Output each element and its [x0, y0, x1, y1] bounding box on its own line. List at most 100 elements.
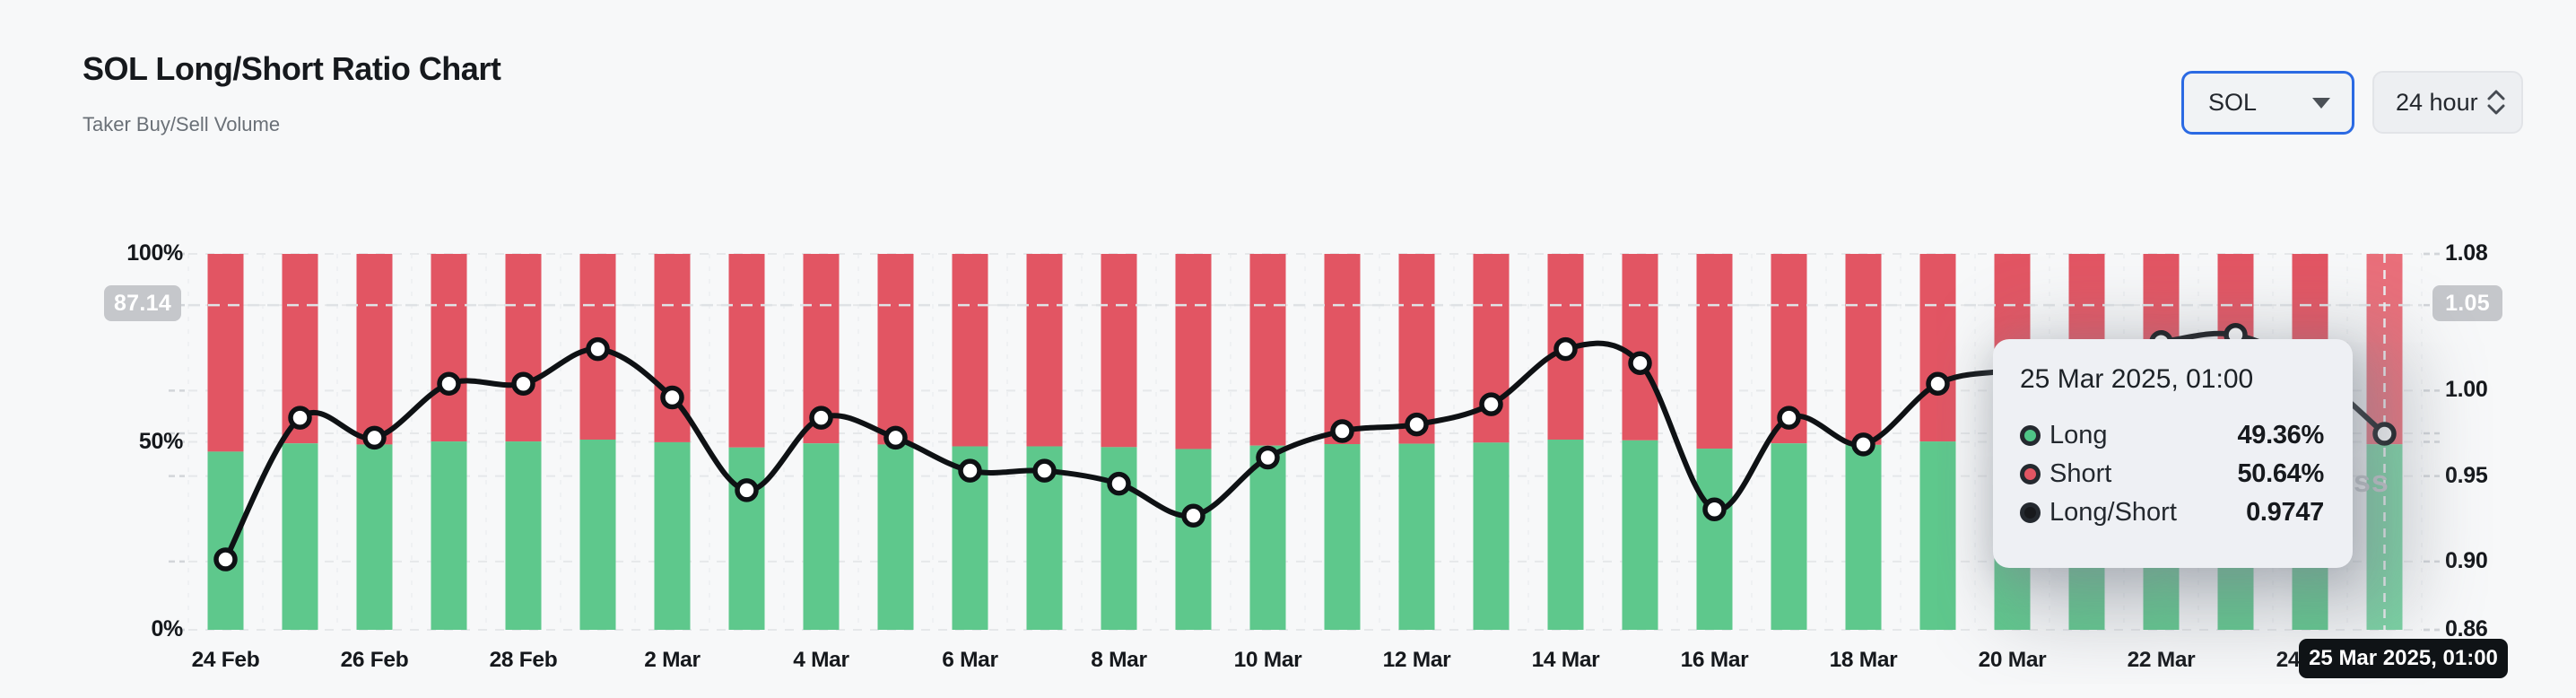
short-bar-segment[interactable]: [877, 254, 914, 445]
tooltip-row-short: Short 50.64%: [2020, 455, 2324, 493]
tooltip-ratio-label: Long/Short: [2049, 498, 2177, 527]
ratio-line-marker[interactable]: [1553, 336, 1578, 362]
short-bar-segment[interactable]: [1175, 254, 1212, 449]
short-bar-segment[interactable]: [728, 254, 765, 448]
long-bar-segment[interactable]: [654, 441, 691, 630]
short-bar-segment[interactable]: [505, 254, 542, 442]
ratio-line-marker[interactable]: [1405, 412, 1429, 437]
long-bar-segment[interactable]: [431, 441, 467, 630]
x-axis-label: 26 Feb: [340, 648, 409, 672]
ratio-line-marker[interactable]: [1256, 445, 1280, 470]
long-bar-segment[interactable]: [1919, 441, 1956, 630]
ratio-line-marker[interactable]: [1628, 351, 1652, 375]
x-axis-label: 2 Mar: [644, 648, 701, 672]
short-bar-segment[interactable]: [356, 254, 393, 445]
ratio-line-marker[interactable]: [1702, 497, 1727, 521]
right-axis-label: 1.00: [2445, 377, 2488, 403]
long-bar-segment[interactable]: [1622, 440, 1658, 630]
x-axis-label: 6 Mar: [942, 648, 998, 672]
x-axis-label: 18 Mar: [1829, 648, 1898, 672]
long-bar-segment[interactable]: [803, 443, 840, 630]
ratio-line-marker[interactable]: [1926, 371, 1950, 396]
x-axis-label: 12 Mar: [1382, 648, 1451, 672]
ratio-line-marker[interactable]: [1032, 458, 1057, 483]
short-bar-segment[interactable]: [207, 254, 244, 452]
ratio-line-marker[interactable]: [288, 406, 312, 430]
tooltip-short-value: 50.64%: [2237, 459, 2324, 488]
crosshair-date-badge: 25 Mar 2025, 01:00: [2299, 639, 2508, 678]
chevron-down-icon: [2312, 97, 2330, 109]
ratio-line-marker[interactable]: [362, 425, 387, 450]
x-axis-label: 16 Mar: [1680, 648, 1749, 672]
ratio-line-marker[interactable]: [1330, 419, 1354, 443]
left-axis-label: 50%: [138, 428, 183, 454]
ratio-line-marker[interactable]: [213, 547, 238, 571]
tooltip-long-label: Long: [2049, 421, 2108, 449]
short-bar-segment[interactable]: [1919, 254, 1956, 442]
tooltip-ratio-value: 0.9747: [2246, 498, 2324, 527]
short-bar-segment[interactable]: [1622, 254, 1658, 441]
ratio-line-marker[interactable]: [660, 385, 684, 410]
left-axis-label: 0%: [151, 616, 183, 641]
interval-select-value: 24 hour: [2396, 88, 2478, 116]
long-bar-segment[interactable]: [1473, 442, 1510, 630]
long-bar-segment[interactable]: [1324, 444, 1361, 630]
short-bar-segment[interactable]: [1324, 254, 1361, 445]
long-series-dot-icon: [2020, 425, 2041, 446]
ratio-line-marker[interactable]: [1777, 406, 1801, 430]
short-bar-segment[interactable]: [1696, 254, 1733, 449]
right-axis-label: 0.90: [2445, 547, 2488, 573]
long-bar-segment[interactable]: [356, 444, 393, 630]
long-bar-segment[interactable]: [728, 447, 765, 630]
ratio-line-marker[interactable]: [511, 371, 535, 396]
short-bar-segment[interactable]: [952, 254, 988, 447]
short-bar-segment[interactable]: [1845, 254, 1882, 445]
ratio-line-marker[interactable]: [586, 336, 610, 362]
x-axis-label: 14 Mar: [1531, 648, 1600, 672]
ratio-line-marker[interactable]: [1181, 503, 1205, 528]
crosshair-left-value-badge: 87.14: [104, 285, 181, 321]
page-subtitle: Taker Buy/Sell Volume: [83, 113, 281, 135]
ratio-line-marker[interactable]: [958, 458, 982, 483]
watermark: ss: [2354, 465, 2389, 499]
short-bar-segment[interactable]: [431, 254, 467, 442]
long-bar-segment[interactable]: [1845, 444, 1882, 630]
ratio-line-marker[interactable]: [1479, 392, 1503, 416]
long-bar-segment[interactable]: [1696, 449, 1733, 630]
short-bar-segment[interactable]: [1249, 254, 1286, 446]
long-bar-segment[interactable]: [1398, 443, 1435, 630]
long-bar-segment[interactable]: [579, 439, 616, 630]
ratio-line-marker[interactable]: [809, 406, 833, 430]
tooltip-long-value: 49.36%: [2237, 421, 2324, 449]
ratio-line-marker[interactable]: [2372, 422, 2397, 446]
right-axis-label: 0.95: [2445, 462, 2488, 488]
long-bar-segment[interactable]: [1547, 439, 1584, 630]
interval-select[interactable]: 24 hour: [2372, 71, 2523, 134]
ratio-line-marker[interactable]: [437, 371, 461, 396]
x-axis-label: 10 Mar: [1233, 648, 1302, 672]
long-bar-segment[interactable]: [1249, 445, 1286, 630]
ratio-line-marker[interactable]: [1107, 471, 1131, 496]
x-axis-label: 24 Feb: [191, 648, 260, 672]
ratio-line-marker[interactable]: [1851, 432, 1875, 457]
long-bar-segment[interactable]: [207, 451, 244, 630]
short-series-dot-icon: [2020, 464, 2041, 484]
long-bar-segment[interactable]: [1771, 443, 1807, 630]
right-axis-label: 0.86: [2445, 616, 2488, 641]
short-bar-segment[interactable]: [2366, 254, 2403, 445]
short-bar-segment[interactable]: [1026, 254, 1063, 447]
tooltip-short-label: Short: [2049, 459, 2112, 488]
symbol-select-value: SOL: [2208, 89, 2258, 116]
ratio-line-marker[interactable]: [735, 478, 759, 502]
long-bar-segment[interactable]: [877, 444, 914, 630]
ratio-line-marker[interactable]: [883, 425, 908, 450]
short-bar-segment[interactable]: [1101, 254, 1137, 448]
tooltip-title: 25 Mar 2025, 01:00: [2020, 364, 2254, 394]
tooltip-row-ratio: Long/Short 0.9747: [2020, 493, 2324, 532]
short-bar-segment[interactable]: [1398, 254, 1435, 444]
long-bar-segment[interactable]: [282, 443, 318, 630]
long-bar-segment[interactable]: [505, 441, 542, 630]
long-bar-segment[interactable]: [1175, 449, 1212, 630]
ratio-series-dot-icon: [2020, 502, 2041, 523]
symbol-select[interactable]: SOL: [2181, 71, 2354, 135]
